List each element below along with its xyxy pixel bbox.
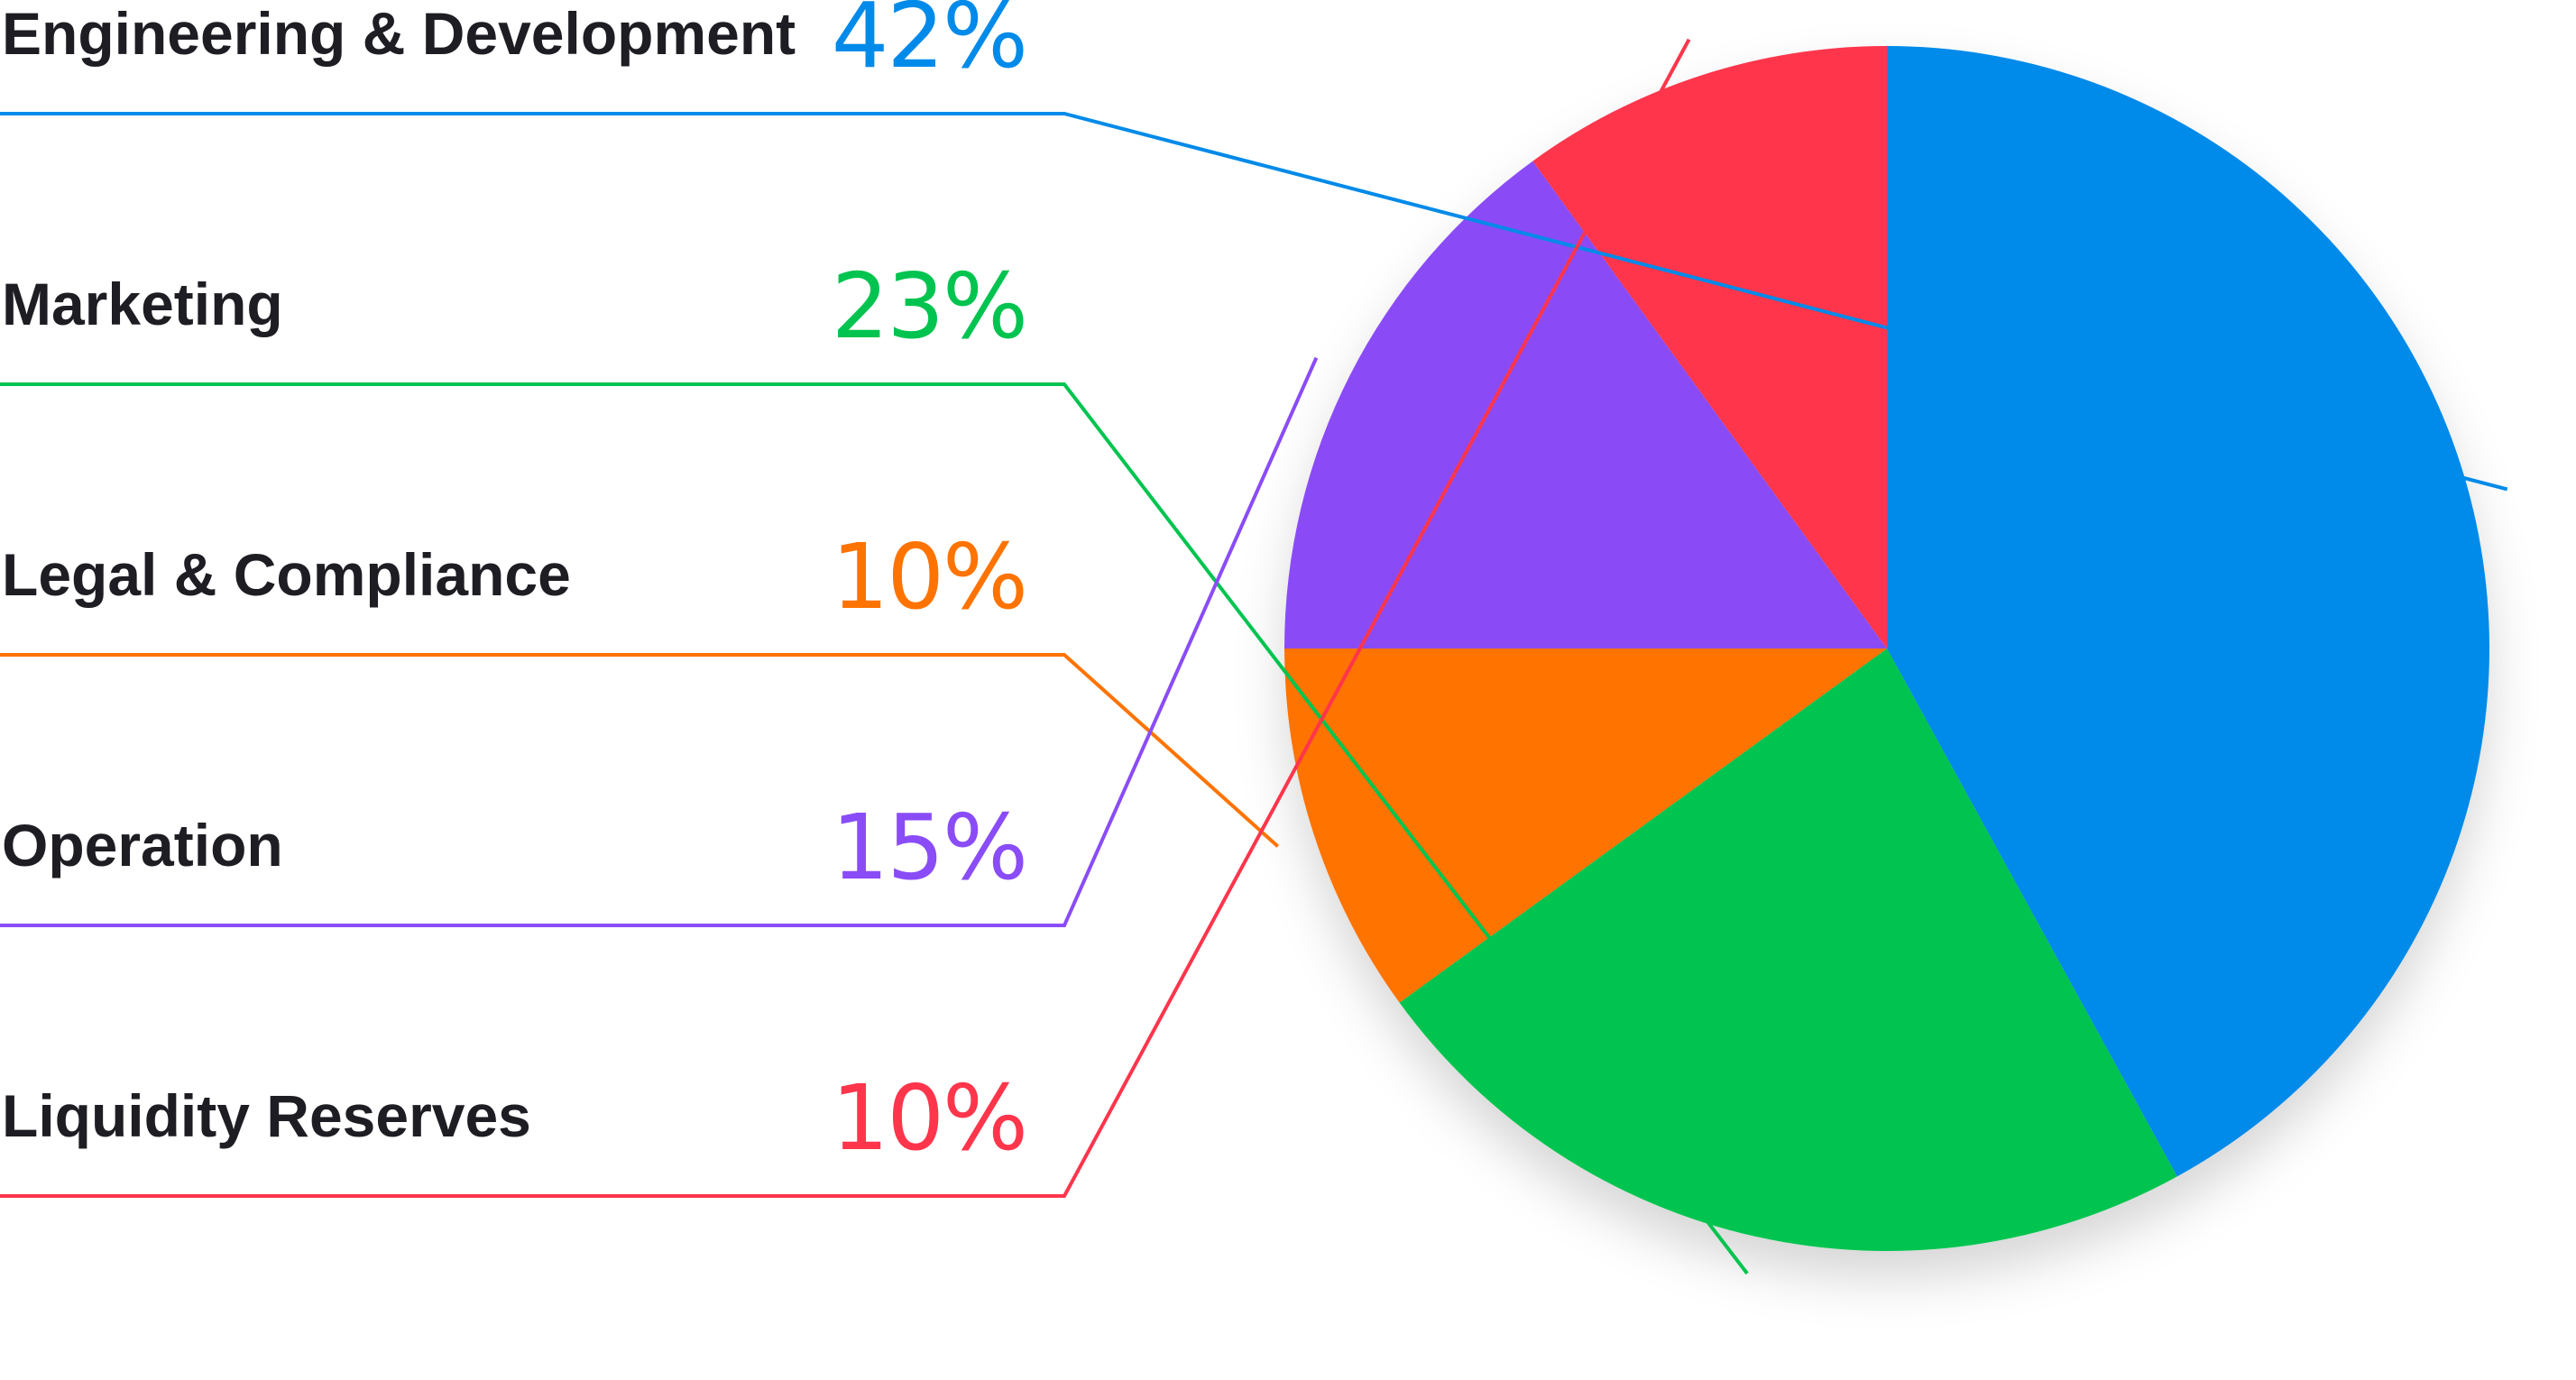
legend-label-liquidity-reserves: Liquidity Reserves xyxy=(2,1082,531,1149)
leader-line-legal-and-compliance xyxy=(0,653,1280,848)
pie-slice-engineering-and-development xyxy=(1887,46,2489,1177)
pie-slice-marketing xyxy=(1399,649,2177,1251)
pie-slices xyxy=(1284,46,2489,1251)
leader-line-engineering-and-development xyxy=(0,112,2508,492)
legend-label-marketing: Marketing xyxy=(2,271,283,337)
pie-slice-operation xyxy=(1284,161,1887,649)
legend: Engineering & Development 42% Marketing 23%… xyxy=(0,0,2508,1275)
legend-value-legal-and-compliance: 10% xyxy=(832,524,1026,630)
legend-label-engineering-and-development: Engineering & Development xyxy=(2,0,796,67)
leader-line-liquidity-reserves xyxy=(0,38,1691,1198)
pie-slice-liquidity-reserves xyxy=(1532,46,1887,649)
legend-label-legal-and-compliance: Legal & Compliance xyxy=(2,541,571,608)
pie-slice-legal-and-compliance xyxy=(1284,649,1887,1003)
leader-line-operation xyxy=(0,356,1319,927)
leader-line-marketing xyxy=(0,382,1749,1275)
legend-value-liquidity-reserves: 10% xyxy=(832,1065,1026,1171)
legend-label-operation: Operation xyxy=(2,812,283,879)
legend-value-operation: 15% xyxy=(832,795,1026,900)
legend-value-marketing: 23% xyxy=(832,253,1026,359)
legend-value-engineering-and-development: 42% xyxy=(832,0,1026,88)
